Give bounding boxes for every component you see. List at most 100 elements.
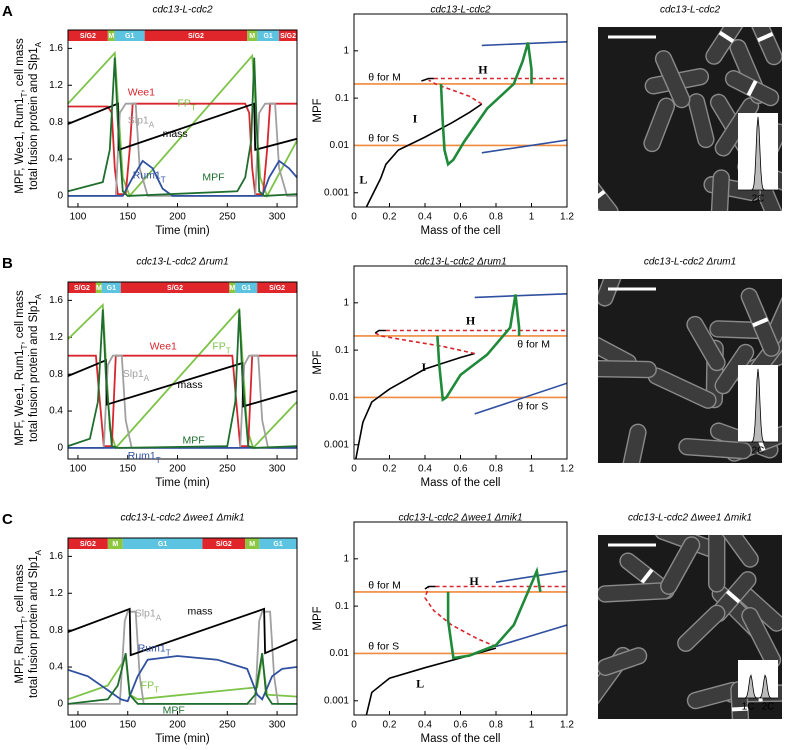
cell [660,536,701,595]
annotation-sub: T [226,346,231,355]
y-axis-label-part: total fusion protein and Slp1 [28,47,40,190]
y-axis-label: MPF [312,606,324,630]
plot: cdc13-L-cdc2 Δwee1 Δmik1 0 0.2 0.4 0.6 0.8 1 1.… [312,513,574,745]
phase-segment [120,282,230,293]
annotation-text: θ for M [368,72,401,84]
x-axis-label: Time (min) [155,733,210,745]
x-tick-label: 200 [169,720,186,731]
series-line [68,159,297,197]
annotation-text: Rum1 [138,642,166,654]
panel-letter: C [2,511,13,528]
annotation-sub: A [144,374,150,383]
series-line [424,587,497,648]
series-line [495,624,567,648]
phase-segment [101,282,121,293]
x-tick-label: 250 [219,464,236,475]
plot: cdc13-L-cdc2 Δwee1 Δmik1 S/G2 M G1 S/G2 M G1 10… [14,513,298,745]
annotation: Wee1 [150,340,177,352]
histogram [738,368,778,443]
series-line [68,102,297,195]
annotation-text: Slp1 [123,368,144,380]
phase-label: M [96,285,102,292]
chart-title: cdc13-L-cdc2 Δwee1 Δmik1 [398,513,522,524]
septum [640,568,654,584]
x-tick-label: 200 [169,212,186,223]
y-tick-label: 1 [343,45,349,56]
annotation: Slp1A [123,368,150,383]
y-tick-label: 1.6 [49,551,63,562]
series-group [354,41,567,207]
phase-segment [247,30,258,41]
annotation-text: mass [187,605,212,617]
phase-segment [68,30,108,41]
series-group [68,607,297,705]
x-tick-label: 0 [351,464,357,475]
series-line [421,77,434,82]
y-axis-label-part: MPF, Wee1, Rum1 [14,97,26,193]
chart-title: cdc13-L-cdc2 Δrum1 [414,257,506,268]
annotation: θ for S [517,400,548,412]
phase-label: M [112,541,118,548]
annotation: MPF [202,171,224,183]
series-line [428,79,483,105]
series-line [439,42,533,167]
series-group [68,302,297,450]
annotation-text: θ for M [368,580,401,592]
chart-title: cdc13-L-cdc2 [152,5,212,16]
phase-segment [279,30,297,41]
cell [598,359,657,379]
phase-segment [68,538,108,549]
y-tick-label: 0.1 [335,601,349,612]
y-axis-label-part: MPF, Wee1, Rum1 [14,349,26,445]
annotation: MPF [163,704,185,716]
phase-label: S/G2 [216,541,232,548]
x-tick-label: 0.8 [489,212,503,223]
phase-segment [235,282,258,293]
phase-segment [144,30,248,41]
phase-label: M [108,33,114,40]
cell [654,50,691,109]
chart-title: cdc13-L-cdc2 Δrum1 [136,257,228,268]
y-axis-label-part: T [20,92,29,97]
phase-label: M [249,33,255,40]
x-tick-label: 1 [529,464,535,475]
phase-segment [259,538,297,549]
annotation: L [416,676,424,690]
chart-title: cdc13-L-cdc2 Δwee1 Δmik1 [120,513,244,524]
cell [618,423,647,463]
phase-label: G1 [107,285,116,292]
annotation-text: I [421,360,426,374]
y-axis-label-part: MPF [312,98,324,122]
micrograph: cdc13-L-cdc2 2C [598,5,782,211]
y-tick-label: 0.01 [330,392,350,403]
plot: cdc13-L-cdc2 Δrum1 0 0.2 0.4 0.6 0.8 1 1.2 0.001… [312,257,574,489]
cell [686,315,726,372]
y-tick-label: 0.1 [335,345,349,356]
phase-segment [257,282,297,293]
annotation-text: FP [141,679,154,691]
series-line [495,570,567,583]
phase-label: G1 [273,541,282,548]
annotation-text: H [466,313,476,327]
annotation: L [359,172,367,186]
phase-label: S/G2 [80,541,96,548]
cell [687,93,715,149]
x-axis-label: Mass of the cell [421,477,501,489]
annotation: mass [187,605,212,617]
plot-frame [353,521,568,716]
annotation-text: Wee1 [128,86,155,98]
x-tick-label: 0.2 [383,720,397,731]
x-tick-label: 250 [219,212,236,223]
x-tick-label: 200 [169,464,186,475]
y-tick-label: 1.2 [49,332,63,343]
y-tick-label: 0.4 [49,154,63,165]
y-axis-label-part: MPF, Rum1 [14,624,26,684]
y-axis-label-part: , cell mass [14,290,26,345]
annotation: Slp1A [135,607,162,622]
annotation-sub: T [156,456,161,465]
phase-segment [229,282,236,293]
y-tick-label: 0.001 [324,439,349,450]
cell [643,97,676,153]
histogram [738,674,778,699]
annotation-text: mass [178,379,203,391]
